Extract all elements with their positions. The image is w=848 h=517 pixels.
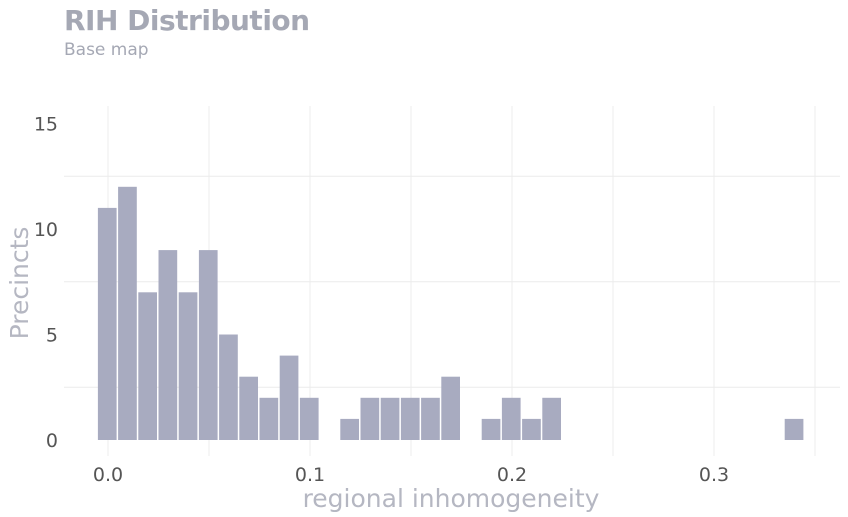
histogram-bar <box>178 292 198 440</box>
histogram-bar <box>501 397 521 440</box>
x-tick-label: 0.0 <box>93 464 123 486</box>
chart-title: RIH Distribution <box>64 4 310 37</box>
histogram-bars <box>97 186 804 440</box>
y-tick-label: 5 <box>46 325 58 347</box>
histogram-bar <box>784 418 804 440</box>
x-tick-label: 0.2 <box>497 464 527 486</box>
histogram-bar <box>138 292 157 440</box>
histogram-bar <box>118 186 137 440</box>
x-axis-label: regional inhomogeneity <box>303 484 600 513</box>
histogram-bar <box>219 334 238 440</box>
histogram-bar <box>441 376 460 440</box>
y-tick-label: 0 <box>46 430 58 452</box>
y-tick-label: 15 <box>34 114 58 136</box>
histogram-bar <box>421 397 440 440</box>
y-axis-label: Precincts <box>5 227 34 340</box>
histogram-bar <box>198 250 218 440</box>
histogram-bar <box>97 207 117 440</box>
histogram-bar <box>380 397 400 440</box>
histogram-bar <box>542 397 561 440</box>
histogram-bar <box>360 397 380 440</box>
chart-subtitle: Base map <box>64 40 149 60</box>
x-tick-label: 0.1 <box>295 464 325 486</box>
y-tick-label: 10 <box>34 219 58 241</box>
y-axis-ticks: 0 5 10 15 <box>34 114 58 453</box>
histogram-bar <box>279 355 299 440</box>
histogram-bar <box>481 418 501 440</box>
histogram-bar <box>158 250 178 440</box>
histogram-bar <box>239 376 258 440</box>
histogram-bar <box>522 418 541 440</box>
x-tick-label: 0.3 <box>699 464 729 486</box>
histogram-bar <box>400 397 420 440</box>
histogram-bar <box>259 397 279 440</box>
histogram-bar <box>299 397 319 440</box>
x-axis-ticks: 0.0 0.1 0.2 0.3 <box>93 464 729 486</box>
histogram-bar <box>340 418 359 440</box>
